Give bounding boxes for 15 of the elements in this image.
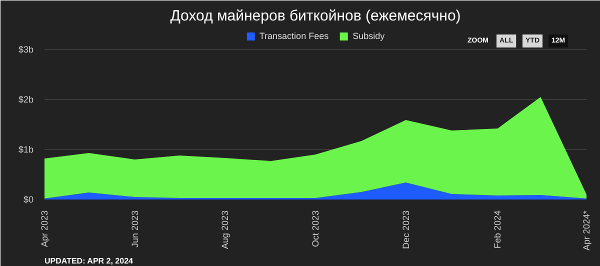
y-tick-label: $3b xyxy=(18,44,34,54)
y-tick-label: $2b xyxy=(18,94,34,104)
legend-label: Transaction Fees xyxy=(259,31,329,41)
y-tick-label: $1b xyxy=(18,144,34,154)
text: UPDATED: APR 2, 2024 xyxy=(44,256,134,266)
x-tick-label: Apr 2024* xyxy=(582,210,592,251)
x-tick-label: Oct 2023 xyxy=(310,210,320,248)
x-tick-label: Aug 2023 xyxy=(220,210,230,250)
x-tick-label: Dec 2023 xyxy=(400,210,411,250)
chart-title: Доход майнеров биткойнов (ежемесячно) xyxy=(170,8,461,24)
y-tick-label: $0 xyxy=(23,194,34,204)
x-tick-label: Apr 2023 xyxy=(40,210,50,248)
x-tick-label: Feb 2024 xyxy=(492,210,503,249)
x-tick-label: Jun 2023 xyxy=(130,210,140,248)
legend-label: Subsidy xyxy=(352,31,385,41)
